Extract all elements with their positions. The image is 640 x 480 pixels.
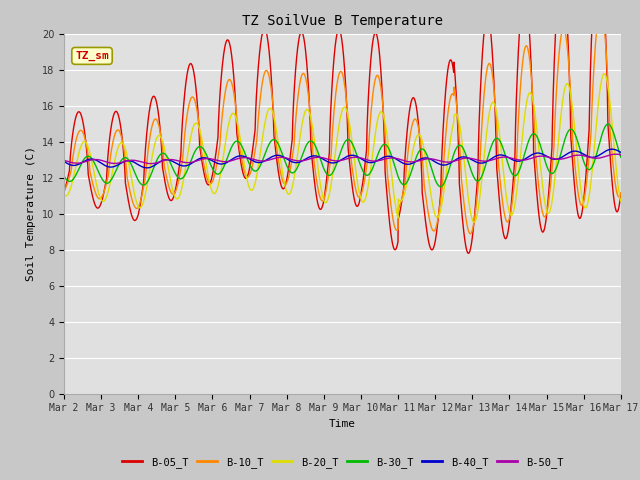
B-40_T <box>504 155 512 160</box>
B-10_T <box>596 7 604 12</box>
B-10_T <box>568 114 575 120</box>
B-20_T <box>470 219 478 225</box>
B-20_T <box>216 178 223 183</box>
B-20_T <box>371 136 378 142</box>
B-30_T <box>504 162 512 168</box>
B-05_T <box>371 31 378 36</box>
B-05_T <box>465 251 472 256</box>
X-axis label: Time: Time <box>329 419 356 429</box>
Line: B-20_T: B-20_T <box>64 73 621 222</box>
B-40_T <box>608 146 616 152</box>
B-10_T <box>358 188 366 193</box>
B-30_T <box>371 161 378 167</box>
B-05_T <box>568 148 575 154</box>
B-20_T <box>60 192 68 197</box>
B-40_T <box>371 159 379 165</box>
B-30_T <box>358 167 366 173</box>
B-50_T <box>617 152 625 157</box>
Y-axis label: Soil Temperature (C): Soil Temperature (C) <box>26 146 36 281</box>
B-10_T <box>467 231 474 237</box>
Line: B-05_T: B-05_T <box>64 0 621 253</box>
B-20_T <box>504 205 512 211</box>
B-10_T <box>60 187 68 193</box>
B-20_T <box>617 198 625 204</box>
B-40_T <box>617 149 625 155</box>
B-40_T <box>216 161 223 167</box>
Text: TZ_sm: TZ_sm <box>75 51 109 61</box>
B-30_T <box>568 127 575 132</box>
B-20_T <box>358 199 366 204</box>
B-40_T <box>568 149 575 155</box>
B-05_T <box>617 191 625 196</box>
B-50_T <box>216 158 223 164</box>
B-30_T <box>604 121 612 127</box>
Line: B-10_T: B-10_T <box>64 10 621 234</box>
B-30_T <box>617 155 625 160</box>
B-50_T <box>359 156 367 161</box>
B-10_T <box>371 80 378 86</box>
B-50_T <box>584 154 591 159</box>
B-20_T <box>600 71 608 76</box>
B-50_T <box>60 157 68 163</box>
B-30_T <box>436 184 444 190</box>
Line: B-30_T: B-30_T <box>64 124 621 187</box>
B-20_T <box>584 202 591 208</box>
B-40_T <box>143 165 151 171</box>
B-10_T <box>216 146 223 152</box>
B-20_T <box>568 99 575 105</box>
B-30_T <box>584 166 591 171</box>
B-50_T <box>147 161 154 167</box>
Title: TZ SoilVue B Temperature: TZ SoilVue B Temperature <box>242 14 443 28</box>
B-05_T <box>60 189 68 194</box>
B-50_T <box>568 153 575 159</box>
B-50_T <box>371 158 379 164</box>
Line: B-40_T: B-40_T <box>64 149 621 168</box>
B-10_T <box>504 218 512 224</box>
B-05_T <box>358 182 366 188</box>
B-10_T <box>617 190 625 196</box>
B-50_T <box>504 155 512 160</box>
B-05_T <box>216 103 223 109</box>
B-05_T <box>504 227 512 233</box>
B-40_T <box>60 158 68 164</box>
B-50_T <box>612 151 620 157</box>
Line: B-50_T: B-50_T <box>64 154 621 164</box>
B-30_T <box>60 173 68 179</box>
B-40_T <box>359 157 367 163</box>
Legend: B-05_T, B-10_T, B-20_T, B-30_T, B-40_T, B-50_T: B-05_T, B-10_T, B-20_T, B-30_T, B-40_T, … <box>117 453 568 472</box>
B-05_T <box>584 154 591 160</box>
B-40_T <box>584 153 591 159</box>
B-30_T <box>216 171 223 177</box>
B-10_T <box>584 173 591 179</box>
